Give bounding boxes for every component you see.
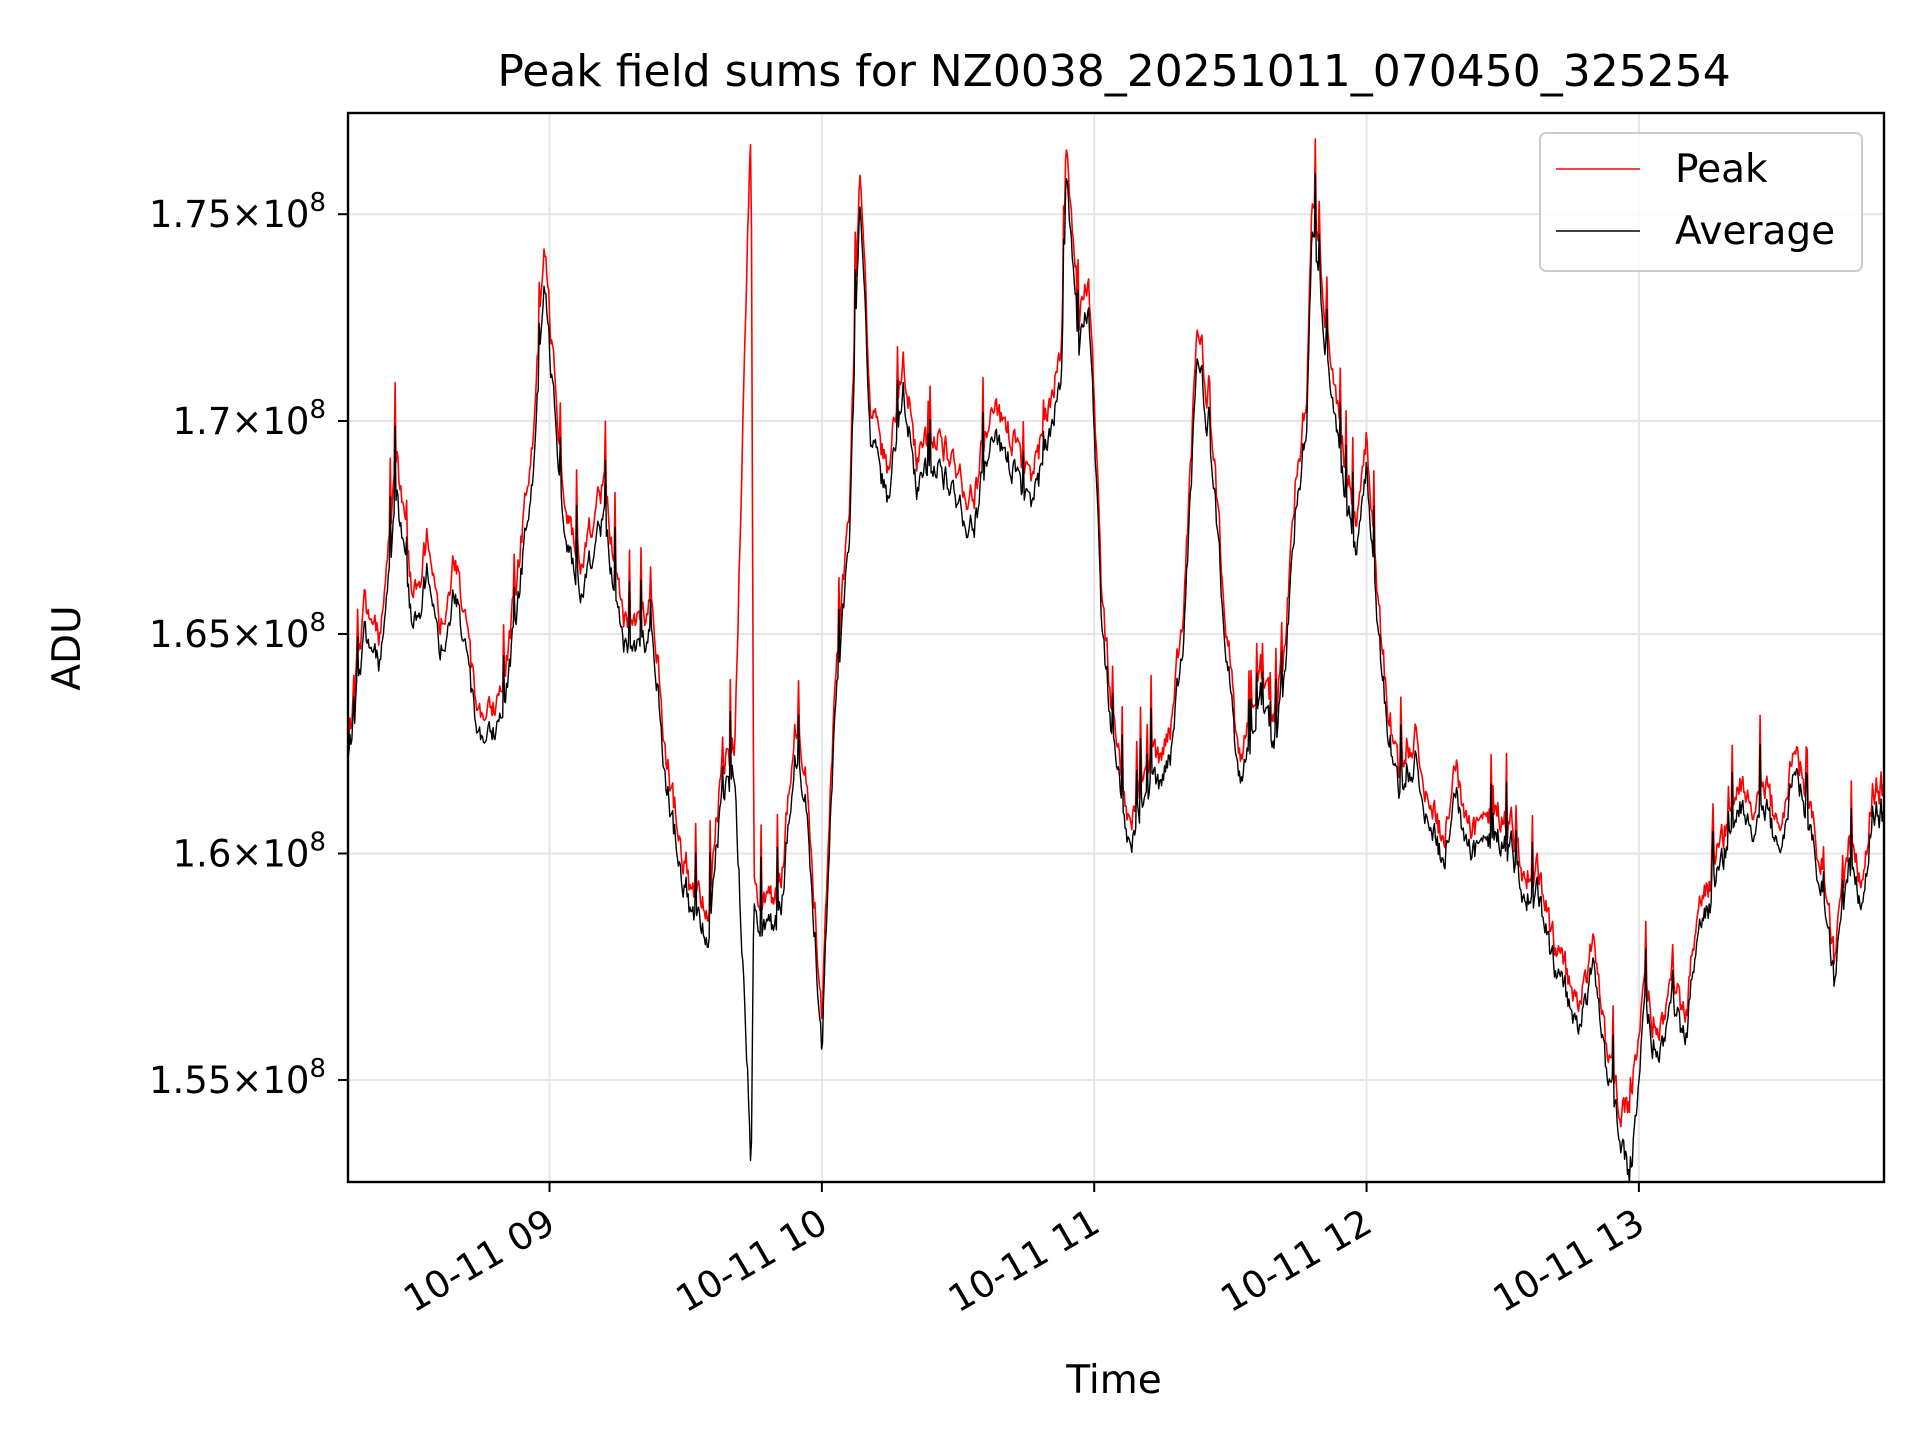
y-tick-label: 1.55×108 — [149, 1054, 326, 1102]
y-axis: 1.55×108 1.6×108 1.65×108 1.7×108 1.75×108 — [149, 188, 348, 1102]
legend-peak-label: Peak — [1675, 147, 1768, 192]
legend-box — [1539, 132, 1863, 272]
series-line-peak — [348, 138, 1884, 1128]
plot-frame — [346, 111, 1886, 1184]
chart-title: Peak field sums for NZ0038_20251011_0704… — [497, 46, 1730, 97]
series-group — [348, 138, 1884, 1182]
y-tick-label: 1.7×108 — [173, 395, 326, 443]
grid — [348, 113, 1884, 1182]
series-line-average — [348, 173, 1884, 1182]
legend: Peak Average — [1539, 132, 1863, 272]
x-axis-label: Time — [1065, 1358, 1161, 1403]
y-tick-label: 1.75×108 — [149, 188, 326, 236]
legend-average-label: Average — [1675, 209, 1835, 254]
y-tick-label: 1.6×108 — [173, 828, 326, 876]
y-tick-label: 1.65×108 — [149, 608, 326, 656]
y-axis-label: ADU — [45, 605, 90, 690]
